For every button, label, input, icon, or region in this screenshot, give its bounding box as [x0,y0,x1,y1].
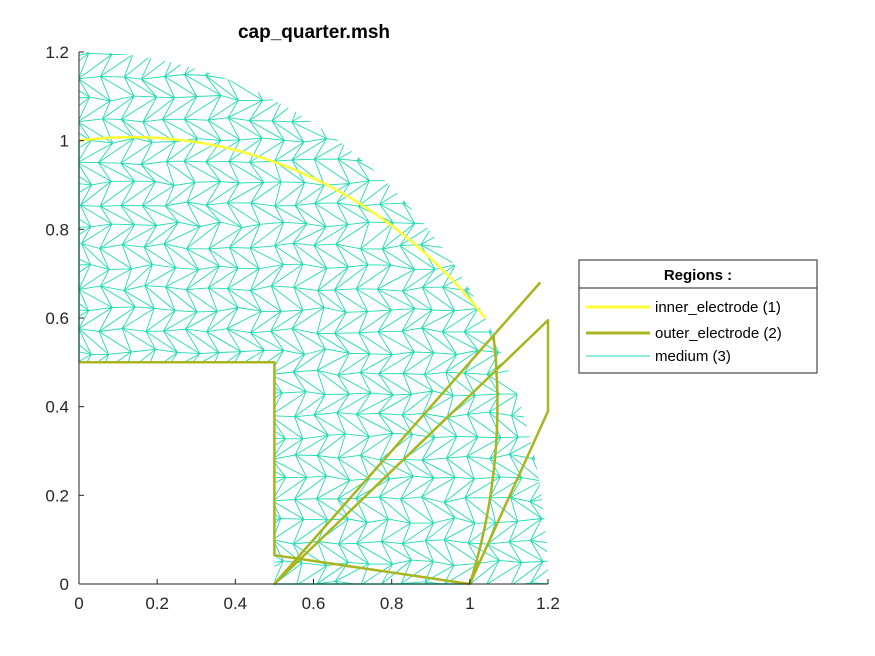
x-tick-label: 0 [74,594,83,613]
legend-title: Regions : [664,267,732,284]
outer-electrode-line-0 [79,281,550,586]
chart-title: cap_quarter.msh [238,22,390,43]
x-tick-label: 0.8 [380,594,404,613]
y-tick-label: 0 [60,575,69,594]
x-tick-label: 1 [465,594,474,613]
legend-label-outer-electrode: outer_electrode (2) [655,325,782,342]
x-tick-label: 0.4 [224,594,248,613]
legend: Regions : inner_electrode (1) outer_elec… [578,259,818,374]
legend-label-inner-electrode: inner_electrode (1) [655,299,781,316]
y-tick-label: 1.2 [45,43,69,62]
x-tick-label: 0.6 [302,594,326,613]
y-tick-label: 1 [60,132,69,151]
x-tick-label: 0.2 [145,594,169,613]
axes: 0 0.2 0.4 0.6 0.8 1 1.2 0 0.2 0.4 0.6 0.8 1 1.2 [45,43,559,613]
y-tick-label: 0.2 [45,486,69,505]
legend-label-medium: medium (3) [655,348,731,365]
y-tick-label: 0.6 [45,309,69,328]
inner-electrode-arc [78,135,487,320]
y-tick-label: 0.8 [45,220,69,239]
outer-electrode-arc [468,334,499,585]
legend-box [578,259,818,374]
y-tick-label: 0.4 [45,398,69,417]
x-tick-label: 1.2 [536,594,560,613]
